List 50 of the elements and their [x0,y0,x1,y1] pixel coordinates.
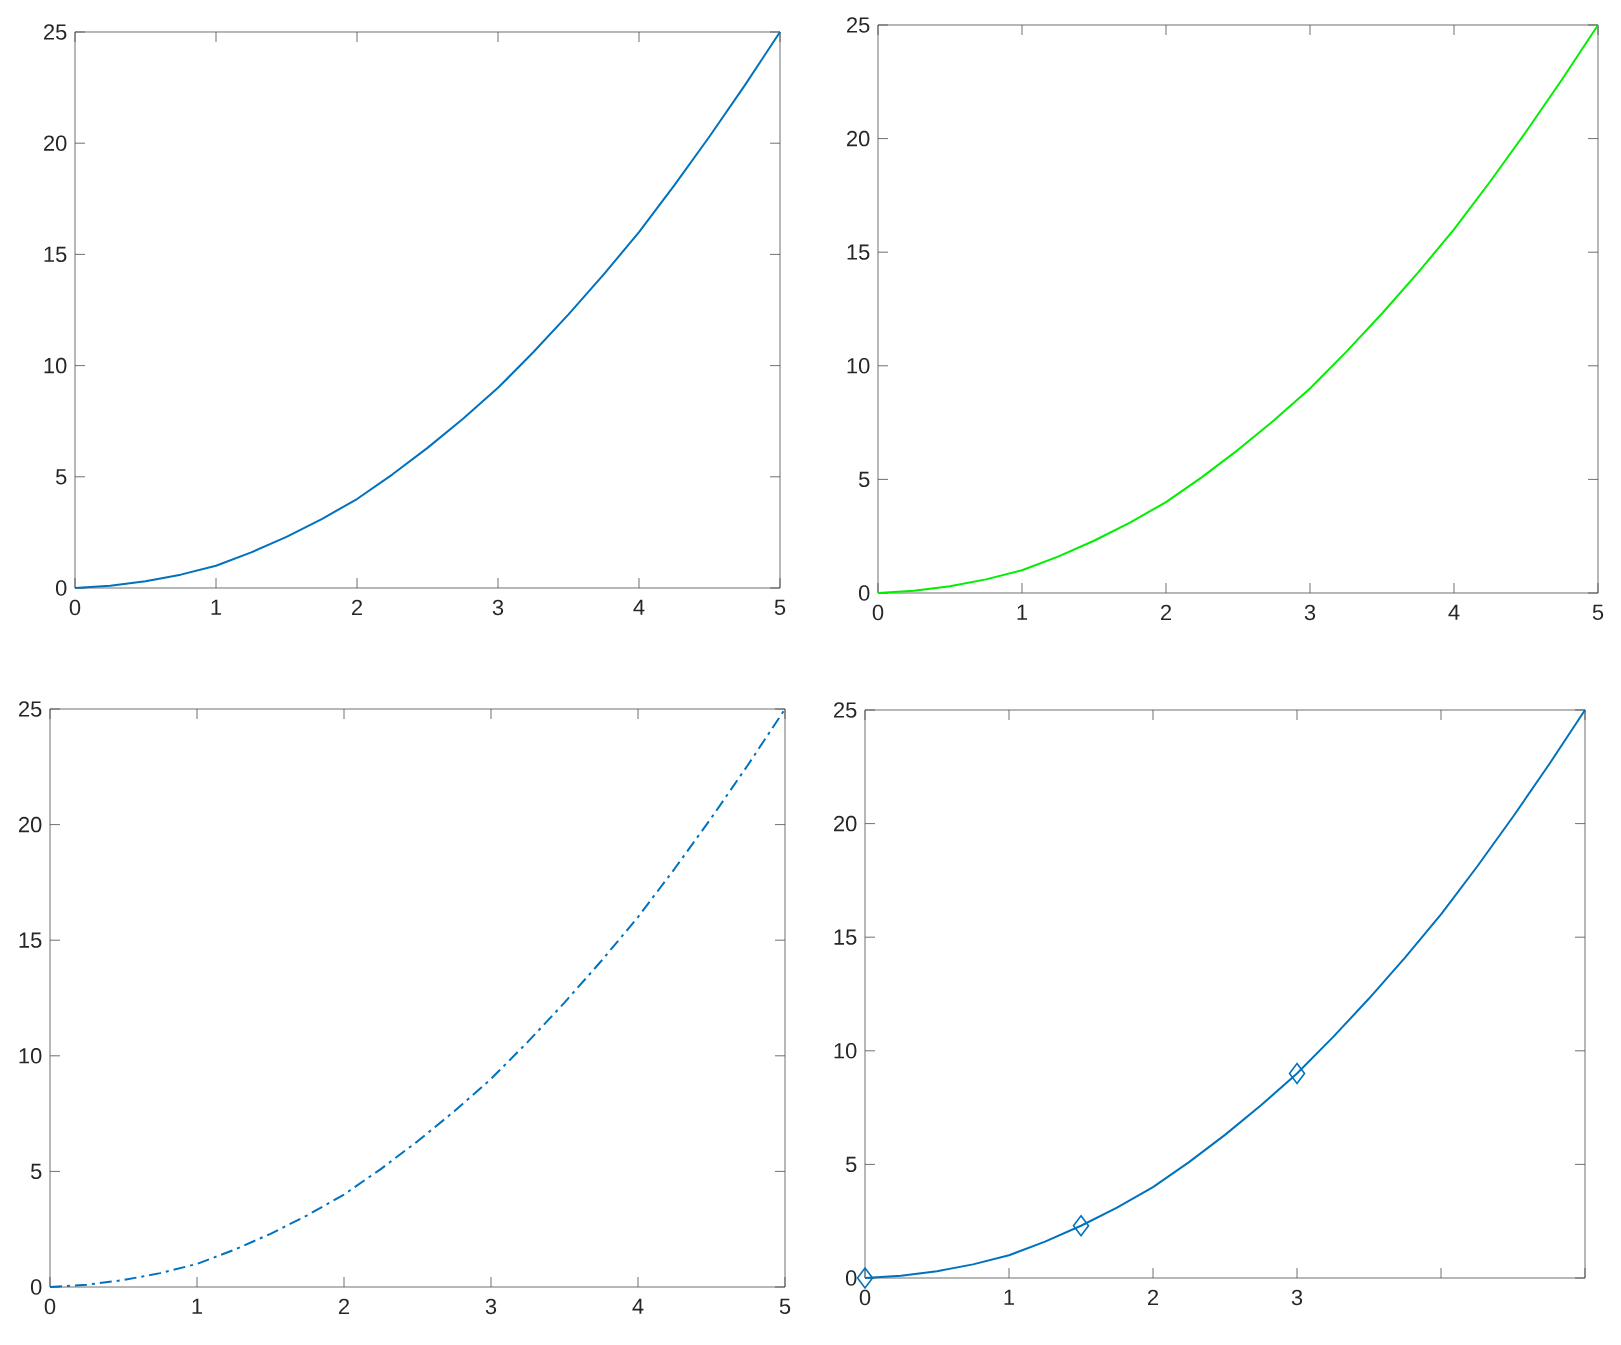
y-tick-label: 15 [44,246,67,263]
x-tick-label: 2 [1148,1289,1159,1306]
y-tick-label: 0 [30,1279,42,1295]
x-tick-label: 0 [69,599,81,616]
y-tick-label: 20 [44,135,67,151]
x-tick-label: 4 [633,599,645,615]
x-tick-label: 1 [192,1298,203,1314]
y-tick-label: 15 [834,929,857,945]
x-tick-label: 2 [339,1298,349,1315]
y-tick-label: 0 [858,585,870,601]
y-tick-label: 25 [834,702,857,718]
y-tick-label: 0 [845,1270,857,1286]
point [1288,1062,1306,1085]
y-tick-label: 10 [847,358,870,374]
point [1072,1214,1090,1237]
x-tick-label: 5 [779,1298,791,1314]
x-tick-label: 3 [1291,1289,1303,1306]
x-tick-label: 2 [352,599,362,615]
x-tick-label: 0 [872,604,884,621]
x-tick-label: 1 [1017,604,1028,620]
x-tick-label: 2 [1161,604,1172,620]
x-tick-label: 1 [1004,1289,1015,1305]
y-tick-label: 15 [847,244,870,260]
x-tick-label: 1 [211,599,222,615]
y-tick-label: 20 [19,816,42,833]
y-tick-label: 0 [55,580,67,596]
line-series [877,23,1600,594]
x-tick-label: 4 [1448,604,1460,620]
y-tick-label: 15 [19,932,42,948]
y-tick-label: 5 [30,1163,42,1180]
x-tick-label: 3 [492,599,504,616]
y-tick-label: 25 [44,24,67,40]
y-tick-label: 5 [845,1156,857,1173]
y-tick-label: 25 [19,701,42,717]
x-tick-label: 3 [1304,604,1316,621]
line-series [74,30,782,589]
y-tick-label: 10 [19,1048,42,1064]
y-tick-label: 5 [858,471,870,488]
x-tick-label: 5 [1592,604,1604,620]
x-tick-label: 3 [485,1298,497,1315]
y-tick-label: 5 [55,469,67,485]
y-tick-label: 10 [834,1043,857,1059]
y-tick-label: 20 [847,130,870,147]
y-tick-label: 10 [44,357,67,374]
y-tick-label: 25 [847,17,870,33]
x-tick-label: 5 [774,599,786,615]
x-tick-label: 4 [632,1298,644,1314]
point [856,1267,874,1289]
y-tick-label: 20 [834,815,857,832]
line-series [49,708,786,1288]
